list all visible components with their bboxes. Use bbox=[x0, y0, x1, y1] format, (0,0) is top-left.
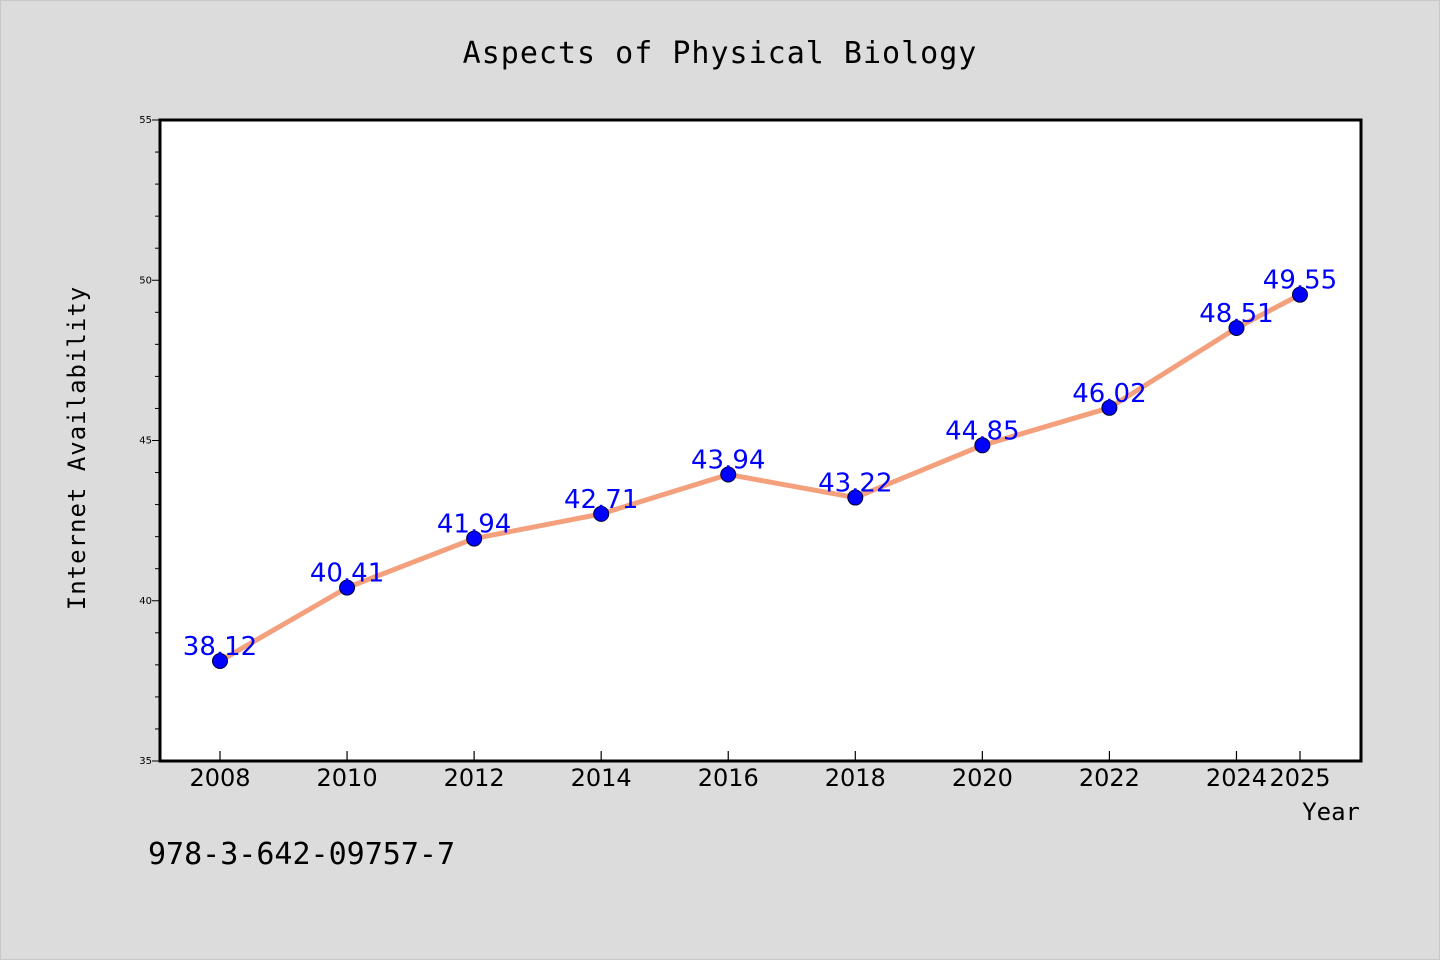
data-label: 49.55 bbox=[1263, 266, 1337, 296]
x-tick-label: 2018 bbox=[825, 764, 886, 792]
data-label: 46.02 bbox=[1072, 379, 1146, 409]
data-point bbox=[339, 579, 356, 596]
x-tick-label: 2016 bbox=[698, 764, 759, 792]
data-label: 43.22 bbox=[818, 469, 892, 499]
data-point bbox=[1101, 399, 1118, 416]
data-label: 42.71 bbox=[564, 485, 638, 515]
data-label: 38.12 bbox=[183, 632, 257, 662]
data-point bbox=[1228, 320, 1245, 337]
y-tick-label: 35 bbox=[139, 756, 152, 767]
x-tick-label: 2012 bbox=[444, 764, 505, 792]
plot-frame bbox=[158, 118, 1363, 763]
chart-title: Aspects of Physical Biology bbox=[463, 36, 978, 71]
axis-ticks: 35 40 45 50 55 2008 2010 2012 2014 2016 2018 2020 20… bbox=[139, 115, 1330, 792]
series-line bbox=[217, 292, 1303, 664]
footnote: 978-3-642-09757-7 bbox=[148, 837, 455, 872]
data-label: 40.41 bbox=[310, 559, 384, 589]
x-tick-label: 2020 bbox=[952, 764, 1013, 792]
data-label: 41.94 bbox=[437, 510, 511, 540]
series-line-group: 38.12 40.41 41.94 42.71 43.94 43.22 44.85 46.02… bbox=[183, 266, 1337, 670]
y-tick-label: 40 bbox=[139, 596, 152, 607]
x-tick-label: 2024 bbox=[1206, 764, 1267, 792]
data-point bbox=[1292, 286, 1308, 303]
x-tick-label: 2008 bbox=[189, 764, 250, 792]
x-axis-label: Year bbox=[1302, 798, 1360, 826]
data-point bbox=[593, 505, 610, 522]
y-tick-label: 50 bbox=[139, 275, 152, 286]
data-point bbox=[212, 653, 228, 670]
data-point bbox=[847, 489, 864, 506]
data-label: 43.94 bbox=[691, 445, 765, 475]
x-tick-label: 2010 bbox=[317, 764, 378, 792]
x-tick-label: 2014 bbox=[571, 764, 632, 792]
data-point bbox=[466, 530, 483, 547]
x-tick-label: 2022 bbox=[1079, 764, 1140, 792]
plot-area bbox=[160, 120, 1361, 761]
y-tick-label: 45 bbox=[139, 436, 152, 447]
data-point bbox=[720, 466, 737, 483]
data-label: 48.51 bbox=[1199, 299, 1273, 329]
x-tick-label: 2025 bbox=[1269, 764, 1330, 792]
y-axis-label: Internet Availability bbox=[63, 286, 91, 610]
y-tick-label: 55 bbox=[139, 115, 152, 126]
data-point bbox=[974, 437, 991, 454]
data-label: 44.85 bbox=[945, 416, 1019, 446]
